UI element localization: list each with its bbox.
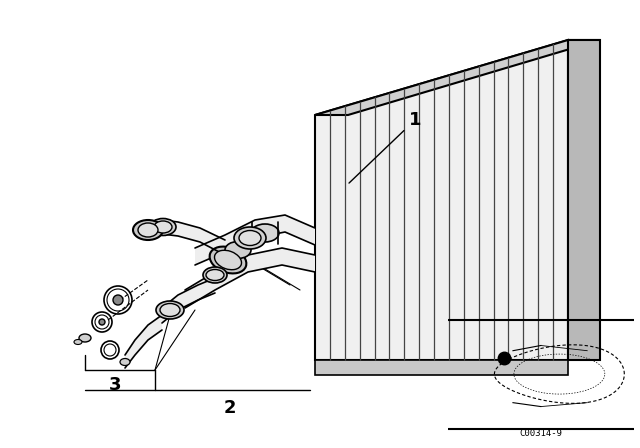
- Ellipse shape: [113, 295, 123, 305]
- Polygon shape: [568, 40, 600, 360]
- Ellipse shape: [251, 224, 279, 242]
- Ellipse shape: [203, 267, 227, 283]
- Ellipse shape: [239, 231, 261, 246]
- Polygon shape: [315, 40, 600, 115]
- Polygon shape: [162, 220, 225, 255]
- Polygon shape: [185, 248, 315, 308]
- Ellipse shape: [214, 250, 241, 270]
- Text: 2: 2: [224, 399, 236, 417]
- Ellipse shape: [120, 358, 130, 366]
- Ellipse shape: [138, 223, 158, 237]
- Ellipse shape: [150, 219, 176, 236]
- Ellipse shape: [154, 221, 172, 233]
- Polygon shape: [315, 360, 568, 375]
- Text: 3: 3: [109, 376, 121, 394]
- Ellipse shape: [156, 301, 184, 319]
- Ellipse shape: [79, 334, 91, 342]
- Polygon shape: [315, 40, 568, 360]
- Polygon shape: [125, 315, 162, 368]
- Text: 1: 1: [349, 111, 421, 183]
- Ellipse shape: [206, 270, 224, 280]
- Ellipse shape: [234, 227, 266, 249]
- Ellipse shape: [160, 303, 180, 316]
- Ellipse shape: [210, 246, 246, 273]
- Ellipse shape: [74, 340, 82, 345]
- Ellipse shape: [99, 319, 105, 325]
- Polygon shape: [162, 278, 215, 323]
- Text: C00314-9: C00314-9: [519, 429, 563, 438]
- Ellipse shape: [133, 220, 163, 240]
- Polygon shape: [195, 215, 315, 265]
- Ellipse shape: [225, 241, 251, 258]
